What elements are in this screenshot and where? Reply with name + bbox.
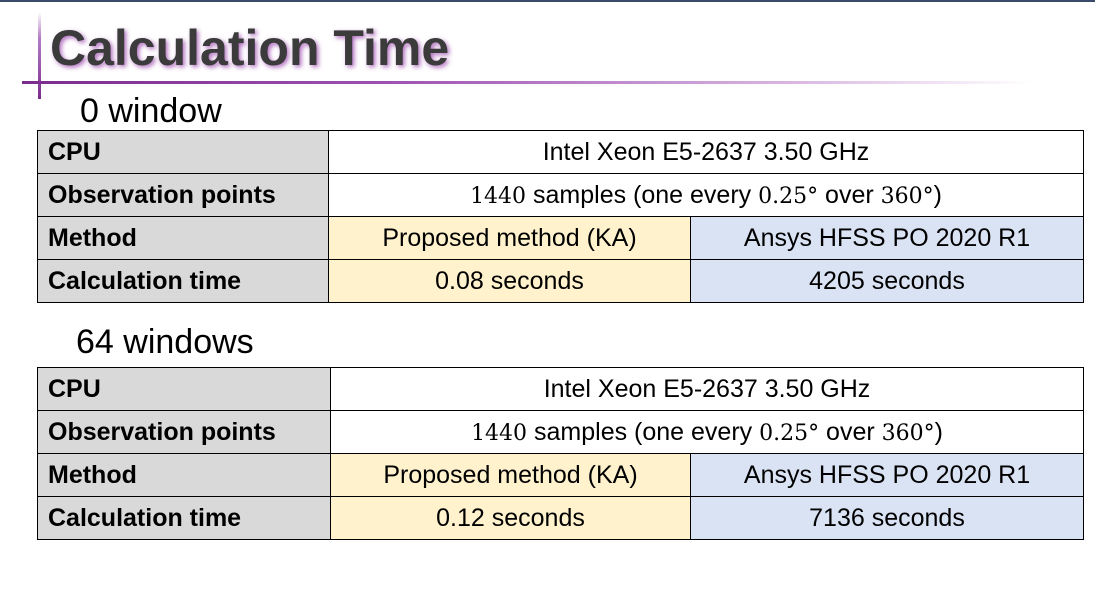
method-proposed: Proposed method (KA) [330, 453, 691, 497]
observation-text-c: ) [933, 180, 942, 209]
method-ansys: Ansys HFSS PO 2020 R1 [689, 453, 1085, 497]
title-accent-horizontal-line [22, 81, 1032, 84]
calculation-table-64-windows: CPU Intel Xeon E5-2637 3.50 GHz Observat… [37, 367, 1085, 540]
method-ansys: Ansys HFSS PO 2020 R1 [689, 216, 1085, 260]
section-heading-64-windows: 64 windows [76, 323, 254, 361]
time-proposed: 0.12 seconds [330, 496, 691, 540]
angle-step: 0.25° [759, 420, 820, 446]
cpu-value: Intel Xeon E5-2637 3.50 GHz [327, 130, 1085, 174]
angle-step: 0.25° [758, 183, 819, 209]
angle-range: 360° [881, 420, 935, 446]
calculation-table-0-window: CPU Intel Xeon E5-2637 3.50 GHz Observat… [37, 130, 1085, 303]
table-row-cpu: CPU Intel Xeon E5-2637 3.50 GHz [37, 367, 1085, 411]
observation-text-a: samples (one every [527, 417, 760, 446]
title-accent-vertical-line [38, 12, 41, 99]
observation-points-value: 1440 samples (one every 0.25° over 360°) [327, 173, 1085, 217]
section-heading-0-window: 0 window [80, 92, 222, 130]
top-border-line [0, 0, 1095, 2]
table-row-cpu: CPU Intel Xeon E5-2637 3.50 GHz [37, 130, 1085, 174]
table-row-method: Method Proposed method (KA) Ansys HFSS P… [37, 453, 1085, 497]
table-row-method: Method Proposed method (KA) Ansys HFSS P… [37, 216, 1085, 260]
observation-text-a: samples (one every [526, 180, 759, 209]
table-row-calculation-time: Calculation time 0.12 seconds 7136 secon… [37, 496, 1085, 540]
observation-text-b: over [818, 180, 881, 209]
row-label-method: Method [37, 453, 331, 497]
time-ansys: 4205 seconds [689, 259, 1085, 303]
table-row-observation-points: Observation points 1440 samples (one eve… [37, 173, 1085, 217]
sample-count: 1440 [470, 183, 527, 209]
row-label-calculation-time: Calculation time [37, 259, 329, 303]
method-proposed: Proposed method (KA) [328, 216, 691, 260]
slide-title: Calculation Time [50, 20, 450, 76]
row-label-cpu: CPU [37, 130, 329, 174]
row-label-cpu: CPU [37, 367, 331, 411]
time-proposed: 0.08 seconds [328, 259, 691, 303]
row-label-method: Method [37, 216, 329, 260]
observation-points-value: 1440 samples (one every 0.25° over 360°) [329, 410, 1085, 454]
table-row-calculation-time: Calculation time 0.08 seconds 4205 secon… [37, 259, 1085, 303]
row-label-observation-points: Observation points [37, 410, 331, 454]
cpu-value: Intel Xeon E5-2637 3.50 GHz [329, 367, 1085, 411]
table-row-observation-points: Observation points 1440 samples (one eve… [37, 410, 1085, 454]
row-label-observation-points: Observation points [37, 173, 329, 217]
angle-range: 360° [880, 183, 934, 209]
observation-text-b: over [819, 417, 882, 446]
observation-text-c: ) [934, 417, 943, 446]
row-label-calculation-time: Calculation time [37, 496, 331, 540]
sample-count: 1440 [471, 420, 528, 446]
time-ansys: 7136 seconds [689, 496, 1085, 540]
